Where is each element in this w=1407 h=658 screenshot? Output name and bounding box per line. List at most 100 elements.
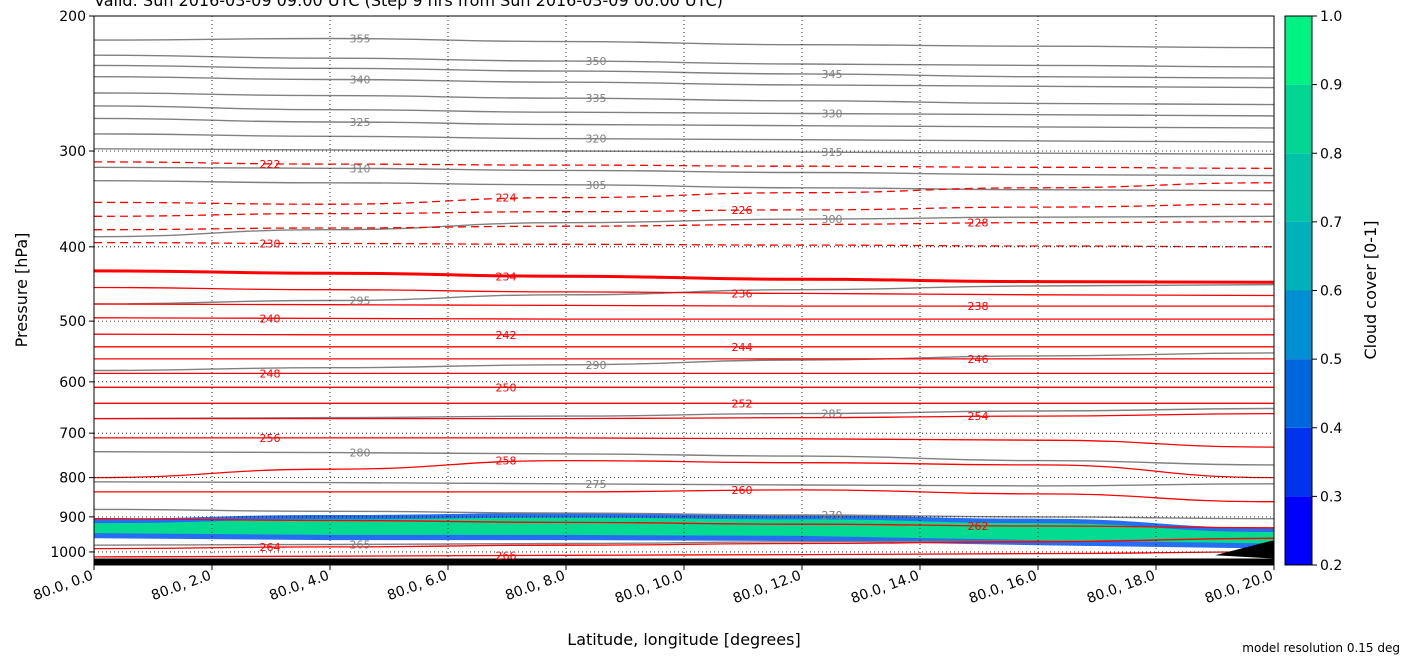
theta-label-275: 275 <box>586 478 607 491</box>
colorbar-bin-4 <box>1285 221 1312 291</box>
theta-label-335: 335 <box>586 92 607 105</box>
theta-contour-355 <box>94 37 1274 49</box>
theta-contour-325 <box>94 117 1274 129</box>
colorbar-bin-2 <box>1285 359 1312 428</box>
temp-label-250: 250 <box>496 381 517 394</box>
colorbar-bin-3 <box>1285 290 1312 360</box>
y-axis-label: Pressure [hPa] <box>12 233 31 348</box>
colorbar-tick-label-1: 1.0 <box>1320 9 1342 25</box>
colorbar-tick-label-0.5: 0.5 <box>1320 352 1342 368</box>
colorbar-bin-5 <box>1285 153 1312 222</box>
x-tick-label-5: 80.0, 10.0 <box>613 568 685 607</box>
theta-label-265: 265 <box>350 539 371 552</box>
temp-label-254: 254 <box>968 410 989 423</box>
y-tick-label-300: 300 <box>59 144 86 160</box>
temp-contour-242 <box>94 333 1274 336</box>
x-tick-label-9: 80.0, 18.0 <box>1085 568 1157 607</box>
colorbar-bin-1 <box>1285 427 1312 497</box>
x-tick-label-8: 80.0, 16.0 <box>967 568 1039 607</box>
temp-label-248: 248 <box>260 367 281 380</box>
temp-contour-254 <box>94 412 1274 420</box>
theta-label-355: 355 <box>350 33 371 46</box>
colorbar-tick-label-0.2: 0.2 <box>1320 558 1342 574</box>
temp-contour-222 <box>94 161 1274 169</box>
temp-contour-224 <box>94 182 1274 205</box>
colorbar-tick-label-0.8: 0.8 <box>1320 146 1342 162</box>
colorbar-tick-label-0.9: 0.9 <box>1320 78 1342 94</box>
temp-label-260: 260 <box>732 484 753 497</box>
theta-label-320: 320 <box>586 133 607 146</box>
temp-contour-240 <box>94 317 1274 320</box>
theta-contour-315 <box>94 148 1274 155</box>
temp-contour-260 <box>94 489 1274 503</box>
colorbar-tick-label-0.3: 0.3 <box>1320 489 1342 505</box>
temp-label-266: 266 <box>496 549 517 562</box>
terrain-shape <box>94 540 1274 565</box>
theta-label-330: 330 <box>822 107 843 120</box>
theta-label-280: 280 <box>350 447 371 460</box>
theta-contour-270 <box>94 508 1274 520</box>
theta-label-350: 350 <box>586 55 607 68</box>
temp-contour-228 <box>94 221 1274 231</box>
x-tick-label-0: 80.0, 0.0 <box>31 568 95 604</box>
y-tick-label-500: 500 <box>59 314 86 330</box>
terrain-fill <box>94 540 1274 565</box>
colorbar-tick-label-0.6: 0.6 <box>1320 284 1342 300</box>
colorbar-bin-6 <box>1285 84 1312 154</box>
temp-contour-262 <box>94 518 1274 529</box>
colorbar-tick-label-0.4: 0.4 <box>1320 421 1342 437</box>
temp-label-244: 244 <box>732 341 753 354</box>
theta-contour-350 <box>94 54 1274 68</box>
theta-label-295: 295 <box>350 295 371 308</box>
cloud-band-core <box>94 517 1274 544</box>
theta-contour-290 <box>94 352 1274 372</box>
temp-label-262: 262 <box>968 520 989 533</box>
x-tick-label-7: 80.0, 14.0 <box>849 568 921 607</box>
temp-label-222: 222 <box>260 158 281 171</box>
temp-contour-256 <box>94 437 1274 448</box>
temp-label-236: 236 <box>732 287 753 300</box>
y-tick-label-800: 800 <box>59 471 86 487</box>
cloud-cover-fill <box>94 513 1274 549</box>
temperature-contours <box>94 161 1274 558</box>
y-tick-label-400: 400 <box>59 240 86 256</box>
y-axis-ticks: 200 300 400 500 600 700 800 900 1000 <box>50 9 94 561</box>
temp-label-264: 264 <box>260 541 281 554</box>
theta-label-315: 315 <box>822 146 843 159</box>
temp-label-258: 258 <box>496 455 517 468</box>
theta-label-325: 325 <box>350 116 371 129</box>
temp-label-228: 228 <box>968 217 989 230</box>
theta-label-305: 305 <box>586 179 607 192</box>
y-tick-label-900: 900 <box>59 510 86 526</box>
temp-contour-266 <box>94 551 1274 558</box>
x-axis-ticks: 80.0, 0.0 80.0, 2.0 80.0, 4.0 80.0, 6.0 80.0… <box>31 565 1275 607</box>
temp-label-240: 240 <box>260 312 281 325</box>
x-axis-label: Latitude, longitude [degrees] <box>567 630 800 649</box>
temp-label-238: 238 <box>968 300 989 313</box>
temp-label-252: 252 <box>732 397 753 410</box>
temp-label-256: 256 <box>260 432 281 445</box>
theta-label-300: 300 <box>822 213 843 226</box>
theta-contour-335 <box>94 92 1274 106</box>
colorbar-label: Cloud cover [0-1] <box>1361 221 1380 360</box>
theta-label-270: 270 <box>822 509 843 522</box>
x-tick-label-10: 80.0, 20.0 <box>1203 568 1275 607</box>
theta-label-290: 290 <box>586 359 607 372</box>
y-tick-label-700: 700 <box>59 426 86 442</box>
y-tick-label-1000: 1000 <box>50 545 86 561</box>
theta-contour-285 <box>94 407 1274 420</box>
x-tick-label-3: 80.0, 6.0 <box>385 568 449 604</box>
x-tick-label-2: 80.0, 4.0 <box>267 568 331 604</box>
temp-label-246: 246 <box>968 353 989 366</box>
colorbar-tick-label-0.7: 0.7 <box>1320 215 1342 231</box>
contour-labels: 355 350 345 340 335 330 325 320 315 310 305 300 295 2… <box>260 33 989 563</box>
theta-label-310: 310 <box>350 162 371 175</box>
theta-contour-310 <box>94 166 1274 177</box>
chart-title: Valid: Sun 2016-03-09 09:00 UTC (Step 9 … <box>94 0 723 10</box>
temp-contour-234 <box>94 269 1274 284</box>
x-tick-label-6: 80.0, 12.0 <box>731 568 803 607</box>
theta-label-285: 285 <box>822 408 843 421</box>
x-tick-label-4: 80.0, 8.0 <box>503 568 567 604</box>
theta-contour-305 <box>94 180 1274 192</box>
